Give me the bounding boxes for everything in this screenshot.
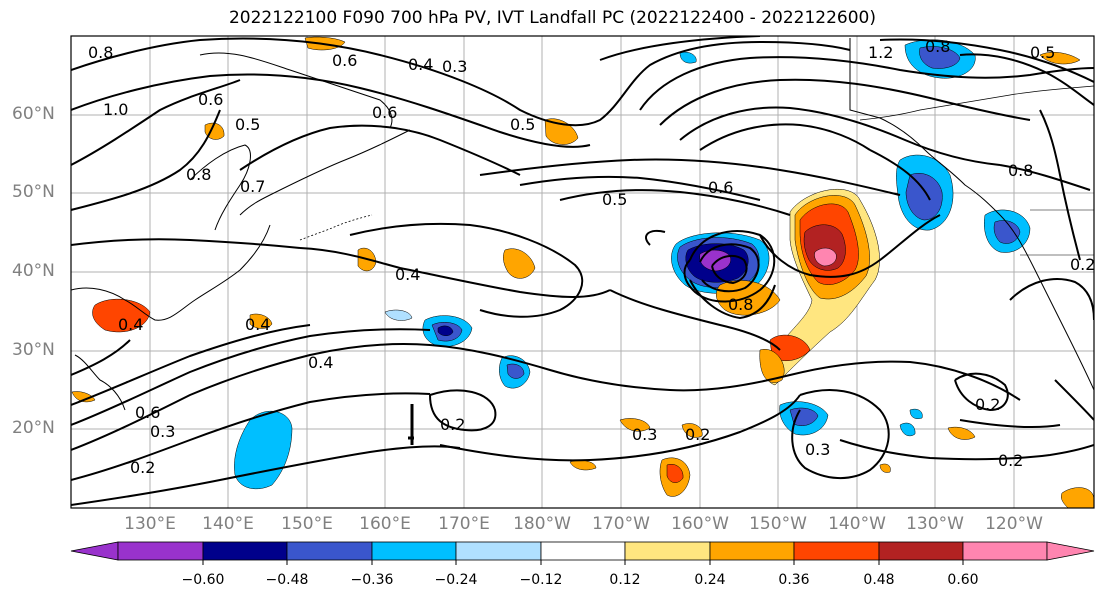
lon-label: 180°W [513, 514, 571, 534]
contour-label: 0.4 [118, 315, 143, 334]
colorbar-segment [962, 541, 1048, 561]
map-frame [70, 35, 1095, 509]
colorbar-segment [202, 541, 288, 561]
colorbar-tick-label: 0.48 [863, 572, 895, 588]
lat-label: 50°N [12, 182, 55, 202]
lon-label: 170°E [438, 514, 490, 534]
contour-label: 0.4 [395, 265, 420, 284]
contour-label: 0.6 [708, 178, 733, 197]
contour-label: 0.8 [186, 165, 211, 184]
map-title: 2022122100 F090 700 hPa PV, IVT Landfall… [228, 8, 876, 28]
colorbar-segment [371, 541, 457, 561]
contour-label: 0.2 [685, 425, 710, 444]
lon-label: 130°W [906, 514, 964, 534]
colorbar-segment [117, 541, 204, 561]
contour-labels: 0.8 0.6 0.3 1.0 0.6 0.4 0.5 0.5 0.8 0.7 … [88, 37, 1095, 477]
colorbar-tick-label: −0.48 [265, 572, 309, 588]
gridlines [71, 36, 1094, 508]
lon-label: 140°W [828, 514, 886, 534]
colorbar-segment [286, 541, 373, 561]
lon-label: 160°E [359, 514, 411, 534]
contour-label: 0.4 [308, 353, 333, 372]
colorbar [70, 541, 1095, 565]
colorbar-tick-label: 0.12 [609, 572, 641, 588]
contour-label: 0.3 [442, 57, 467, 76]
contour-label: 1.2 [868, 43, 893, 62]
colorbar-segment [455, 541, 542, 561]
colorbar-extend-left [70, 541, 119, 561]
lon-label: 160°W [671, 514, 729, 534]
colorbar-segment [709, 541, 795, 561]
contour-label: 0.5 [510, 115, 535, 134]
contour-label: 0.5 [602, 190, 627, 209]
contour-label: 0.5 [1030, 43, 1055, 62]
lon-label: 120°W [985, 514, 1043, 534]
contour-label: 0.2 [998, 451, 1023, 470]
contour-label: 0.5 [235, 115, 260, 134]
lon-label: 150°E [281, 514, 333, 534]
coastlines [71, 38, 1094, 445]
contour-label: 0.2 [1070, 255, 1095, 274]
colorbar-segment [540, 541, 626, 561]
colorbar-segment [793, 541, 880, 561]
pv-shading [71, 36, 1094, 508]
contour-label: 0.3 [805, 440, 830, 459]
contour-label: 0.2 [440, 415, 465, 434]
contour-label: 0.6 [332, 51, 357, 70]
lat-label: 20°N [12, 418, 55, 438]
contour-label: 0.7 [240, 177, 265, 196]
colorbar-tick-label: 0.24 [694, 572, 726, 588]
contours [71, 36, 1094, 506]
lat-label: 30°N [12, 340, 55, 360]
colorbar-tick-label: −0.12 [519, 572, 563, 588]
colorbar-tick-label: −0.36 [350, 572, 394, 588]
contour-label: 0.6 [372, 103, 397, 122]
contour-label: 0.4 [245, 315, 270, 334]
lat-label: 40°N [12, 261, 55, 281]
contour-label: 0.6 [198, 90, 223, 109]
lon-label: 140°E [202, 514, 254, 534]
colorbar-extend-right [1046, 541, 1095, 561]
contour-label: 0.2 [975, 395, 1000, 414]
contour-label: 0.8 [925, 37, 950, 56]
colorbar-segment [878, 541, 964, 561]
contour-label: 0.8 [728, 295, 753, 314]
contour-label: 0.3 [150, 422, 175, 441]
lon-label: 170°W [592, 514, 650, 534]
contour-label: 0.8 [88, 43, 113, 62]
colorbar-segment [624, 541, 711, 561]
colorbar-tick-label: −0.24 [434, 572, 478, 588]
colorbar-tick-label: 0.60 [947, 572, 979, 588]
contour-label: 0.6 [135, 403, 160, 422]
contour-label: 0.4 [408, 55, 433, 74]
lon-label: 150°W [749, 514, 807, 534]
contour-label: 0.8 [1008, 161, 1033, 180]
lon-label: 130°E [124, 514, 176, 534]
lat-label: 60°N [12, 104, 55, 124]
contour-label: 0.2 [130, 458, 155, 477]
contour-label: 0.3 [632, 425, 657, 444]
colorbar-tick-label: −0.60 [181, 572, 225, 588]
colorbar-tick-label: 0.36 [778, 572, 810, 588]
contour-label: 1.0 [103, 100, 128, 119]
